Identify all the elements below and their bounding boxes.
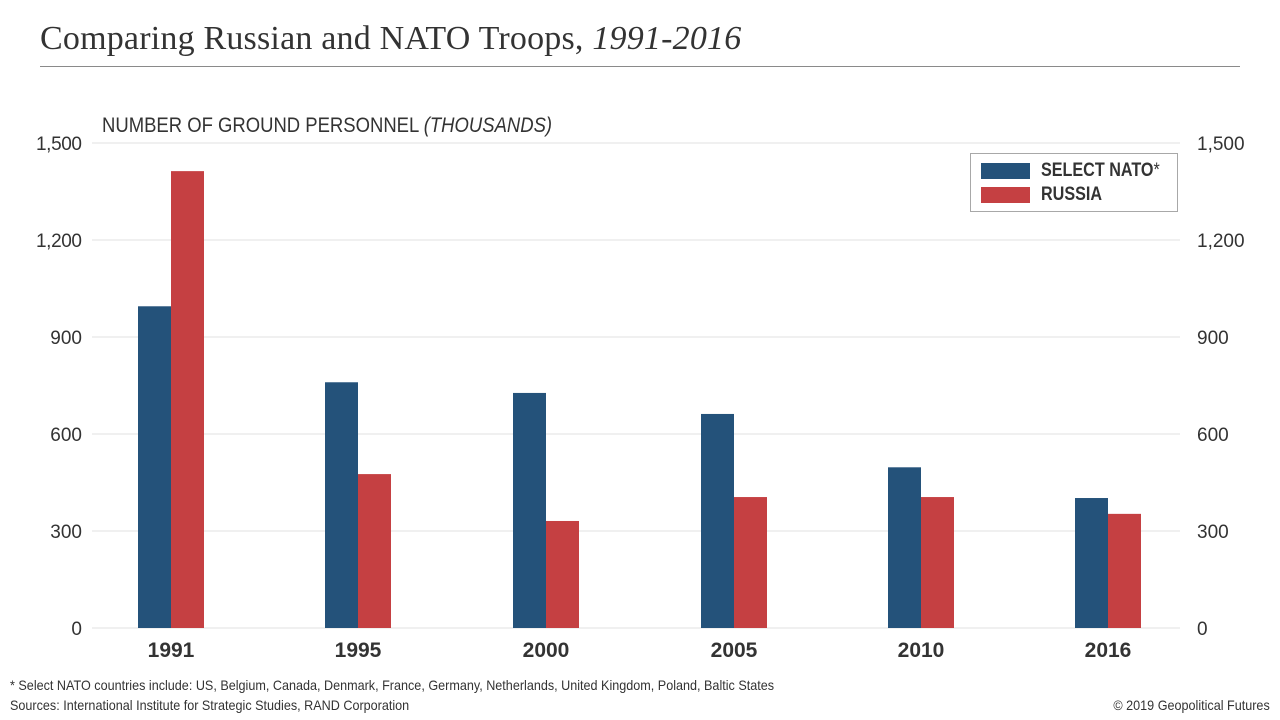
y-axis-label-unit: (THOUSANDS) bbox=[423, 114, 553, 137]
x-tick-label: 2010 bbox=[898, 639, 945, 662]
y-tick-label-right: 0 bbox=[1197, 619, 1208, 640]
y-tick-label-left: 1,200 bbox=[36, 231, 82, 252]
legend: SELECT NATO* RUSSIA bbox=[970, 153, 1178, 212]
legend-item-nato: SELECT NATO* bbox=[981, 160, 1181, 182]
sources: Sources: International Institute for Str… bbox=[10, 697, 410, 713]
legend-label-nato: SELECT NATO* bbox=[1041, 160, 1160, 182]
bar-nato bbox=[888, 467, 921, 628]
bar-nato bbox=[325, 382, 358, 628]
bar-nato bbox=[701, 413, 734, 628]
y-tick-label-right: 300 bbox=[1197, 522, 1229, 543]
y-tick-label-left: 1,500 bbox=[36, 134, 82, 155]
bar-nato bbox=[1075, 498, 1108, 628]
title-main: Comparing Russian and NATO Troops, bbox=[40, 20, 584, 57]
legend-swatch-russia bbox=[981, 187, 1030, 203]
x-tick-label: 2005 bbox=[711, 639, 758, 662]
legend-swatch-nato bbox=[981, 163, 1030, 179]
y-tick-label-left: 0 bbox=[71, 619, 82, 640]
bar-russia bbox=[358, 474, 391, 628]
y-tick-label-left: 900 bbox=[50, 328, 82, 349]
gridlines bbox=[92, 142, 1180, 629]
y-axis-label: NUMBER OF GROUND PERSONNEL (THOUSANDS) bbox=[102, 114, 552, 138]
y-tick-label-right: 1,500 bbox=[1197, 134, 1245, 155]
chart-title: Comparing Russian and NATO Troops, 1991-… bbox=[40, 20, 741, 58]
legend-asterisk: * bbox=[1153, 160, 1160, 181]
title-years: 1991-2016 bbox=[592, 20, 742, 57]
bar-russia bbox=[734, 497, 767, 628]
bar-russia bbox=[171, 171, 204, 628]
bars bbox=[138, 171, 1141, 628]
legend-text-nato: SELECT NATO bbox=[1041, 160, 1154, 181]
legend-item-russia: RUSSIA bbox=[981, 184, 1113, 205]
bar-nato bbox=[513, 392, 546, 628]
bar-russia bbox=[546, 520, 579, 628]
y-axis-left: 0 300 600 900 1,200 1,500 bbox=[36, 134, 82, 640]
title-divider bbox=[40, 66, 1240, 67]
y-tick-label-right: 600 bbox=[1197, 425, 1229, 446]
x-tick-label: 2000 bbox=[523, 639, 570, 662]
footnote: * Select NATO countries include: US, Bel… bbox=[10, 677, 775, 693]
bar-russia bbox=[921, 497, 954, 628]
legend-label-russia: RUSSIA bbox=[1041, 184, 1103, 205]
y-axis-label-main: NUMBER OF GROUND PERSONNEL bbox=[102, 114, 419, 137]
x-tick-label: 1991 bbox=[148, 639, 195, 662]
y-tick-label-left: 300 bbox=[50, 522, 82, 543]
y-tick-label-left: 600 bbox=[50, 425, 82, 446]
bar-russia bbox=[1108, 513, 1141, 628]
bar-nato bbox=[138, 306, 171, 628]
y-tick-label-right: 900 bbox=[1197, 328, 1229, 349]
copyright: © 2019 Geopolitical Futures bbox=[1113, 697, 1270, 713]
x-axis: 1991 1995 2000 2005 2010 2016 bbox=[148, 639, 1132, 662]
x-tick-label: 2016 bbox=[1085, 639, 1132, 662]
x-tick-label: 1995 bbox=[335, 639, 382, 662]
y-axis-right: 0 300 600 900 1,200 1,500 bbox=[1197, 134, 1245, 640]
y-tick-label-right: 1,200 bbox=[1197, 231, 1245, 252]
